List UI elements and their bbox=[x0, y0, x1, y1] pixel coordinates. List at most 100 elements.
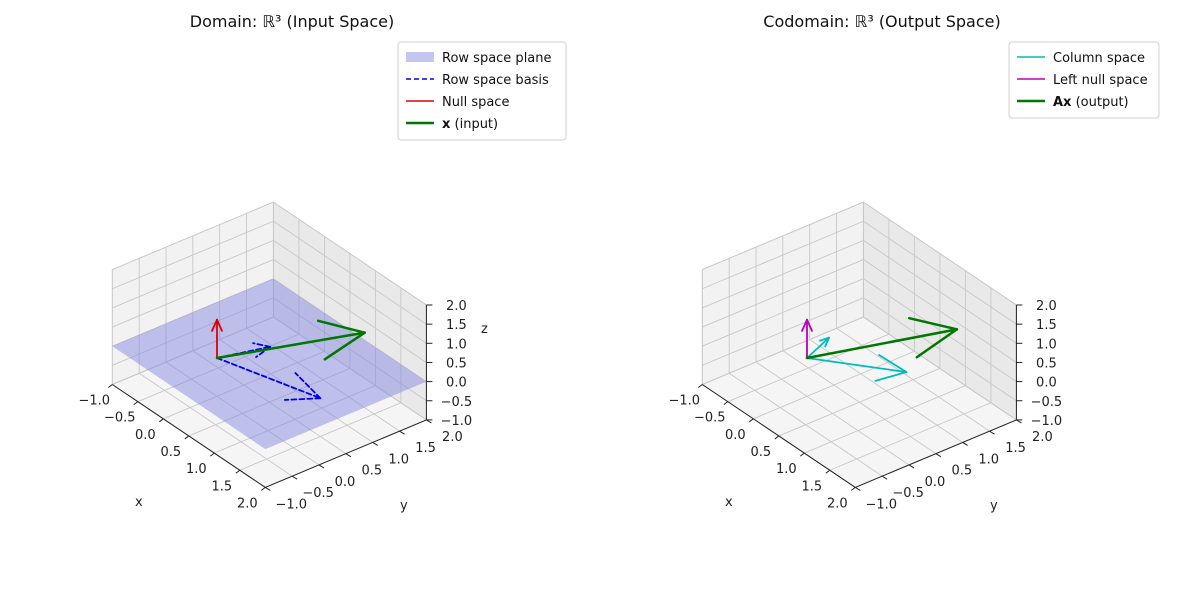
z-tick-label: −1.0 bbox=[441, 414, 473, 429]
legend-label-bold: Ax bbox=[1053, 95, 1072, 110]
z-tick-label: 0.5 bbox=[1036, 356, 1057, 371]
legend-entry: x (input) bbox=[406, 117, 498, 132]
y-tick-label: 1.0 bbox=[388, 452, 409, 467]
y-tick bbox=[399, 430, 405, 435]
grid-line bbox=[112, 220, 274, 290]
y-tick-label: −0.5 bbox=[892, 486, 924, 501]
x-tick-label: 1.5 bbox=[801, 479, 822, 494]
legend-label: Row space basis bbox=[442, 73, 549, 88]
z-tick-label: 2.0 bbox=[1036, 299, 1057, 314]
x-tick bbox=[850, 486, 856, 491]
x-tick-label: −1.0 bbox=[669, 394, 701, 409]
row-space-plane bbox=[112, 278, 427, 450]
x-tick-label: 0.5 bbox=[160, 445, 181, 460]
legend-entry: Row space plane bbox=[406, 51, 552, 66]
legend-label-text: Column space bbox=[1053, 51, 1145, 66]
z-tick-label: 2.0 bbox=[446, 299, 467, 314]
x-tick-label: 1.5 bbox=[211, 479, 232, 494]
null-space-vector-head bbox=[211, 318, 218, 332]
z-tick-label: 1.5 bbox=[1036, 318, 1057, 333]
x-tick bbox=[825, 469, 831, 474]
domain-panel: −1.0−0.50.00.51.01.52.0 −1.0−0.50.00.51.0… bbox=[79, 12, 567, 514]
grid-line bbox=[863, 278, 1017, 382]
grid-line bbox=[112, 259, 274, 328]
row-space-basis-vector-head bbox=[252, 342, 272, 348]
x-input-vector-head bbox=[323, 331, 366, 361]
row-space-basis-vector-head bbox=[284, 397, 322, 401]
x-tick-label: −0.5 bbox=[104, 411, 136, 426]
z-tick-label: 0.0 bbox=[1036, 376, 1057, 391]
x-tick-label: 0.0 bbox=[725, 428, 746, 443]
grid-line bbox=[702, 259, 864, 328]
x-tick bbox=[235, 469, 241, 474]
x-input-vector bbox=[215, 319, 366, 361]
y-tick bbox=[881, 475, 888, 480]
grid-line bbox=[702, 201, 864, 271]
null-space-vector-head bbox=[216, 318, 223, 332]
y-tick bbox=[962, 441, 968, 446]
grid-line bbox=[863, 297, 1017, 402]
x-axis-label: x bbox=[725, 495, 733, 510]
column-space-vector-head bbox=[874, 371, 908, 382]
y-tick bbox=[318, 464, 325, 469]
legend-label-text: Row space plane bbox=[442, 51, 552, 66]
x-tick bbox=[184, 435, 190, 440]
grid-line bbox=[165, 361, 320, 466]
z-axis-label: z bbox=[481, 322, 488, 337]
grid-line bbox=[863, 240, 1017, 344]
legend-label: Left null space bbox=[1053, 73, 1148, 88]
legend: Row space plane Row space basis Null space… bbox=[397, 41, 567, 141]
ax-output-vector bbox=[805, 316, 959, 360]
codomain-panel: −1.0−0.50.00.51.01.52.0 −1.0−0.50.00.51.0… bbox=[669, 12, 1160, 514]
left-null-space-vector bbox=[801, 318, 813, 359]
grid-line bbox=[755, 361, 910, 466]
ax-output-vector-head bbox=[915, 328, 959, 359]
z-tick-label: 1.0 bbox=[1036, 337, 1057, 352]
grid-line bbox=[863, 259, 1017, 363]
y-tick-label: 1.5 bbox=[415, 441, 436, 456]
x-tick-label: 2.0 bbox=[827, 496, 848, 511]
z-tick-label: −1.0 bbox=[1031, 414, 1063, 429]
y-tick-label: 0.5 bbox=[362, 464, 383, 479]
grid-line bbox=[273, 201, 427, 306]
legend-entry: Column space bbox=[1017, 51, 1145, 66]
legend-entry: Row space basis bbox=[406, 73, 549, 88]
y-tick bbox=[291, 475, 298, 480]
grid-line bbox=[702, 220, 864, 290]
chart-title: Codomain: ℝ³ (Output Space) bbox=[763, 12, 1000, 31]
legend-label-text: Null space bbox=[442, 95, 509, 110]
legend-label-bold: x bbox=[442, 117, 451, 132]
x-tick bbox=[748, 418, 754, 423]
grid-line bbox=[702, 278, 864, 347]
z-tick-label: 1.0 bbox=[446, 337, 467, 352]
grid-line bbox=[112, 316, 274, 385]
left-null-space-vector-head bbox=[801, 318, 808, 332]
legend: Column space Left null space Ax (output) bbox=[1008, 41, 1160, 119]
grid-line bbox=[112, 201, 274, 271]
grid-line bbox=[219, 339, 373, 443]
y-tick-label: 1.0 bbox=[978, 452, 999, 467]
grid-line bbox=[273, 316, 427, 421]
x-tick bbox=[723, 401, 729, 406]
grid-line bbox=[863, 201, 1017, 306]
row-space-basis-vector-shaft bbox=[216, 357, 322, 400]
x-tick-label: 0.0 bbox=[135, 428, 156, 443]
legend-frame bbox=[397, 41, 567, 141]
x-tick-label: −1.0 bbox=[79, 394, 111, 409]
column-space-vector-shaft bbox=[806, 357, 908, 373]
grid-line bbox=[112, 297, 274, 366]
legend-frame bbox=[1008, 41, 1160, 119]
grid-line bbox=[138, 372, 293, 477]
y-tick-label: −0.5 bbox=[302, 486, 334, 501]
grid-line bbox=[702, 316, 864, 385]
z-tick-label: 1.5 bbox=[446, 318, 467, 333]
grid-line bbox=[728, 372, 883, 477]
z-tick-label: −0.5 bbox=[441, 395, 473, 410]
legend-entry: Null space bbox=[406, 95, 509, 110]
x-axis-label: x bbox=[135, 495, 143, 510]
grid-line bbox=[863, 316, 1017, 421]
chart-title: Domain: ℝ³ (Input Space) bbox=[190, 12, 395, 31]
grid-line bbox=[782, 350, 937, 455]
grid-line bbox=[273, 297, 427, 402]
x-tick bbox=[108, 384, 113, 388]
